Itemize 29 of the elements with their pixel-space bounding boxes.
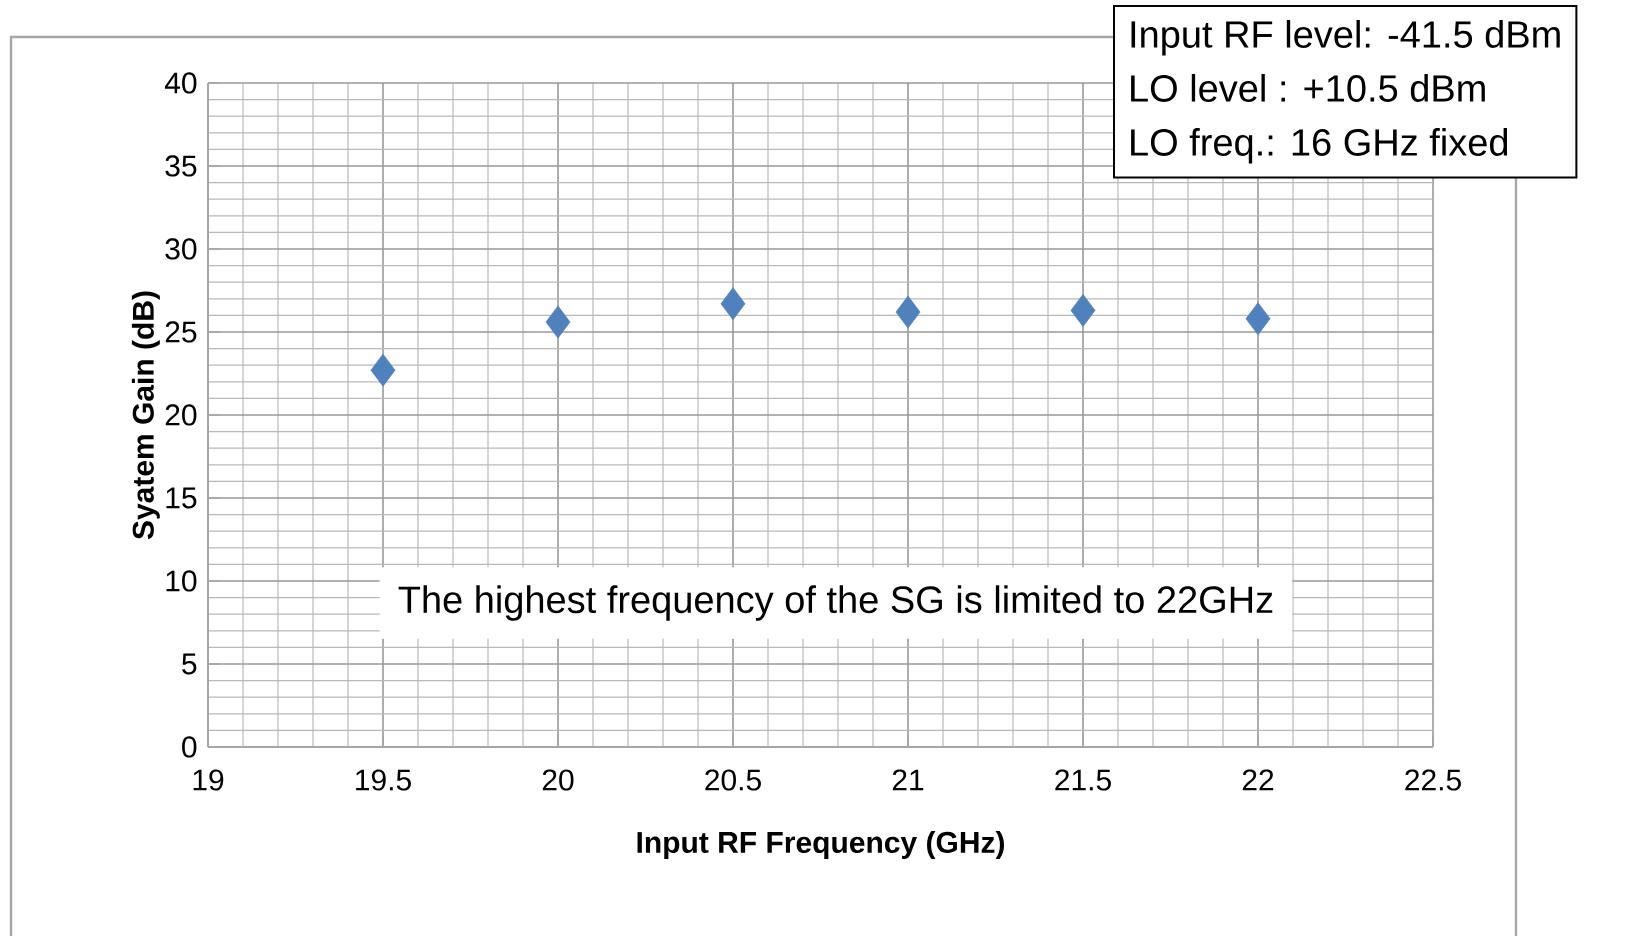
x-tick-label: 20.5	[705, 769, 761, 791]
y-tick-label: 40	[164, 72, 197, 94]
annotation: LO level : +10.5 dBm	[1131, 73, 1485, 102]
y-tick-label: 10	[166, 570, 197, 592]
x-tick-label: 21	[892, 769, 924, 791]
y-tick-label: 20	[165, 404, 197, 426]
x-tick-label: 22.5	[1405, 769, 1461, 791]
y-tick-label: 25	[165, 321, 197, 343]
annotation: The highest frequency of the SG is limited to 22GHz	[398, 585, 1273, 621]
annotation: LO freq.: 16 GHz fixed	[1131, 127, 1508, 164]
y-axis-title: Syatem Gain (dB)	[131, 291, 160, 540]
y-tick-label: 30	[165, 238, 197, 260]
x-tick-label: 19.5	[356, 769, 411, 791]
point	[370, 353, 396, 387]
point	[720, 287, 746, 321]
y-tick-label: 0	[182, 736, 197, 758]
point	[895, 295, 921, 329]
x-tick-label: 19	[193, 769, 224, 791]
point	[1245, 302, 1271, 336]
y-tick-label: 15	[166, 487, 197, 509]
x-axis-title: Input RF Frequency (GHz)	[637, 831, 1005, 859]
y-tick-label: 5	[182, 653, 197, 675]
text: Input RF level: -41.5 dBm	[1131, 19, 1560, 56]
point	[1070, 294, 1096, 327]
x-tick-label: 21.5	[1055, 769, 1111, 791]
x-tick-label: 22	[1242, 769, 1274, 791]
point	[545, 305, 571, 339]
x-tick-label: 20	[542, 769, 574, 791]
y-tick-label: 35	[165, 155, 197, 177]
